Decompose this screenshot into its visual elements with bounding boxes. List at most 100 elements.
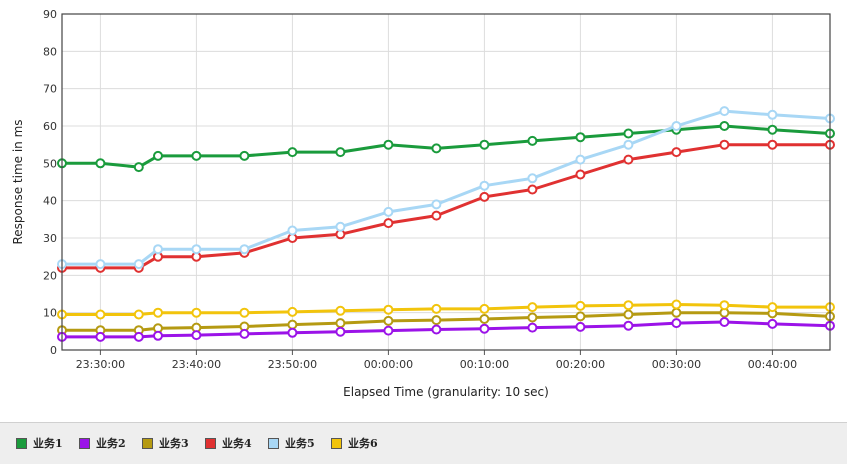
data-point bbox=[153, 330, 163, 341]
data-point bbox=[133, 162, 144, 173]
legend-item-4[interactable]: 业务4 bbox=[205, 435, 252, 451]
data-point bbox=[767, 109, 778, 120]
plot-area bbox=[62, 14, 830, 350]
data-point bbox=[767, 318, 778, 329]
chart-area: 0 10 20 30 40 50 60 70 80 90 23:30:00 23:40:00 23:50… bbox=[11, 8, 835, 399]
data-point bbox=[527, 173, 538, 184]
data-point bbox=[191, 150, 202, 161]
data-point bbox=[335, 305, 346, 316]
y-tick-label: 20 bbox=[43, 269, 57, 282]
data-point bbox=[133, 309, 144, 320]
data-point bbox=[191, 307, 202, 318]
series-5 bbox=[57, 106, 835, 270]
plot-border bbox=[61, 13, 831, 351]
data-point bbox=[383, 218, 394, 229]
data-point bbox=[575, 311, 586, 322]
data-point bbox=[719, 121, 730, 131]
y-tick-label: 40 bbox=[43, 195, 57, 208]
y-axis-label: Response time in ms bbox=[11, 119, 25, 244]
legend-label: 业务5 bbox=[285, 437, 315, 450]
y-tick-label: 30 bbox=[43, 232, 57, 245]
data-point bbox=[287, 306, 298, 317]
legend-label: 业务6 bbox=[348, 437, 378, 450]
legend-item-3[interactable]: 业务3 bbox=[142, 435, 189, 451]
data-point bbox=[527, 135, 538, 146]
data-point bbox=[153, 244, 163, 255]
data-point bbox=[95, 309, 106, 320]
data-point bbox=[479, 303, 490, 314]
data-point bbox=[623, 300, 634, 311]
data-point bbox=[383, 206, 394, 217]
legend-label: 业务2 bbox=[96, 437, 126, 450]
x-tick-label: 00:00:00 bbox=[364, 358, 413, 371]
y-tick-label: 0 bbox=[50, 344, 57, 357]
data-point bbox=[767, 139, 778, 150]
data-point bbox=[479, 314, 490, 324]
data-point bbox=[575, 169, 586, 180]
data-point bbox=[95, 259, 106, 270]
data-point bbox=[191, 244, 202, 255]
data-point bbox=[335, 318, 346, 329]
response-time-chart: 0 10 20 30 40 50 60 70 80 90 23:30:00 23:40:00 23:50… bbox=[11, 8, 835, 399]
data-point bbox=[383, 139, 394, 150]
data-point bbox=[383, 304, 394, 315]
data-point bbox=[335, 147, 346, 158]
data-point bbox=[671, 318, 682, 329]
legend-swatch bbox=[16, 437, 27, 449]
data-point bbox=[239, 150, 250, 161]
series-1 bbox=[57, 121, 835, 173]
y-tick-label: 50 bbox=[43, 157, 57, 170]
data-point bbox=[431, 324, 442, 335]
x-tick-label: 00:20:00 bbox=[556, 358, 605, 371]
data-point bbox=[239, 244, 250, 255]
data-point bbox=[671, 307, 682, 318]
data-point bbox=[431, 143, 442, 154]
data-point bbox=[527, 302, 538, 313]
x-tick-label: 00:40:00 bbox=[748, 358, 797, 371]
data-point bbox=[767, 302, 778, 313]
series-2 bbox=[57, 317, 835, 342]
series-3 bbox=[57, 307, 835, 336]
data-point bbox=[527, 312, 538, 323]
y-tick-label: 10 bbox=[43, 307, 57, 320]
data-point bbox=[671, 121, 682, 131]
data-point bbox=[95, 331, 106, 342]
data-point bbox=[479, 191, 490, 202]
data-point bbox=[431, 315, 442, 326]
data-point bbox=[383, 325, 394, 336]
data-point bbox=[719, 139, 730, 150]
data-point bbox=[153, 307, 163, 318]
legend-swatch bbox=[205, 437, 216, 449]
data-point bbox=[431, 199, 442, 210]
data-point bbox=[575, 321, 586, 332]
x-tick-label: 23:50:00 bbox=[268, 358, 317, 371]
legend-item-2[interactable]: 业务2 bbox=[79, 435, 126, 451]
legend-label: 业务1 bbox=[33, 437, 63, 450]
data-point bbox=[133, 259, 144, 270]
legend-label: 业务3 bbox=[159, 437, 189, 450]
legend-item-5[interactable]: 业务5 bbox=[268, 435, 315, 451]
data-point bbox=[287, 327, 298, 338]
legend-item-6[interactable]: 业务6 bbox=[331, 435, 378, 451]
data-point bbox=[431, 210, 442, 221]
data-point bbox=[287, 147, 298, 158]
data-point bbox=[623, 320, 634, 331]
x-tick-label: 00:30:00 bbox=[652, 358, 701, 371]
data-point bbox=[575, 154, 586, 165]
y-tick-label: 80 bbox=[43, 45, 57, 58]
x-tick-label: 23:40:00 bbox=[172, 358, 221, 371]
data-point bbox=[239, 307, 250, 318]
data-point bbox=[287, 319, 298, 330]
legend-item-1[interactable]: 业务1 bbox=[16, 435, 63, 451]
data-point bbox=[527, 184, 538, 195]
data-point bbox=[431, 303, 442, 314]
legend-label: 业务4 bbox=[222, 437, 252, 450]
data-point bbox=[719, 317, 730, 327]
data-point bbox=[335, 326, 346, 337]
data-point bbox=[95, 158, 106, 169]
data-point bbox=[623, 139, 634, 150]
data-point bbox=[623, 309, 634, 320]
data-point bbox=[767, 124, 778, 135]
data-point bbox=[575, 132, 586, 143]
data-point bbox=[287, 225, 298, 236]
